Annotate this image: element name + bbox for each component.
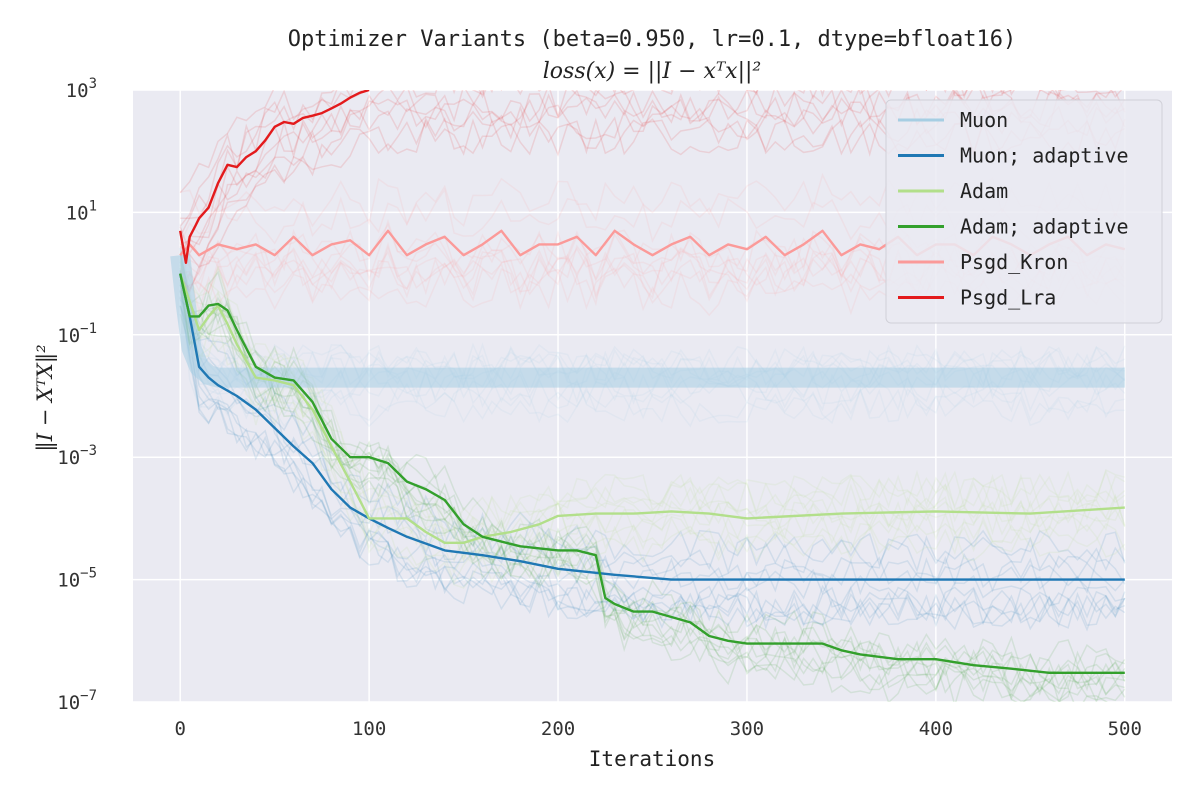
y-tick-label-2: 10−3 — [57, 443, 97, 469]
background-trial-traces — [179, 90, 1126, 702]
y-tick-label-5: 103 — [66, 76, 97, 102]
trial-trace-1-3 — [179, 269, 1126, 593]
trial-trace-0-4 — [179, 284, 1126, 413]
x-tick-label-4: 400 — [919, 718, 953, 740]
legend-box — [885, 99, 1163, 324]
trial-trace-2-4 — [179, 259, 1126, 538]
y-tick-label-4: 101 — [66, 198, 97, 224]
series-line-0 — [170, 254, 1125, 388]
chart-subtitle: loss(x) = ||I − xᵀx||² — [543, 59, 762, 84]
trial-trace-0-6 — [179, 249, 1126, 388]
trial-trace-2-9 — [179, 264, 1126, 530]
legend-label-2: Adam — [960, 179, 1008, 203]
trial-trace-3-4 — [179, 284, 1126, 692]
legend-label-4: Psgd_Kron — [960, 250, 1068, 274]
y-tick-label-3: 10−1 — [57, 321, 97, 347]
trial-trace-3-5 — [179, 267, 1126, 688]
trial-trace-2-8 — [179, 298, 1126, 585]
legend-label-5: Psgd_Lra — [960, 286, 1056, 310]
legend: Muon Muon; adaptive Adam Adam; adaptive Psgd… — [885, 99, 1163, 324]
trial-trace-2-3 — [179, 275, 1126, 575]
trial-trace-1-8 — [179, 305, 1126, 626]
legend-label-1: Muon; adaptive — [960, 144, 1129, 168]
trial-trace-1-5 — [179, 289, 1126, 625]
trial-trace-2-0 — [179, 290, 1126, 589]
legend-label-3: Adam; adaptive — [960, 215, 1129, 239]
trial-trace-1-1 — [179, 254, 1126, 596]
trial-trace-1-6 — [179, 296, 1126, 632]
series-line-3 — [179, 273, 1125, 674]
chart-title: Optimizer Variants (beta=0.950, lr=0.1, … — [288, 27, 1016, 52]
trial-trace-1-4 — [179, 305, 1126, 631]
series-line-1 — [179, 273, 1125, 581]
y-axis-label: ‖I − XᵀX‖² — [33, 344, 58, 451]
x-tick-label-1: 100 — [352, 718, 386, 740]
x-axis-ticks: 0 100 200 300 400 500 — [175, 718, 1142, 740]
trial-trace-5-4 — [179, 90, 1126, 255]
legend-label-0: Muon — [960, 108, 1008, 132]
series-line-2 — [179, 273, 1125, 544]
trial-trace-1-7 — [179, 299, 1125, 608]
x-tick-label-0: 0 — [175, 718, 186, 740]
x-tick-label-3: 300 — [730, 718, 764, 740]
trial-trace-3-3 — [179, 313, 1108, 702]
series-line-5 — [179, 90, 370, 264]
trial-trace-3-1 — [179, 282, 1125, 702]
trial-trace-1-9 — [179, 291, 1126, 629]
y-tick-label-0: 10−7 — [57, 688, 97, 714]
trial-trace-3-2 — [179, 270, 1126, 674]
trial-trace-1-2 — [179, 261, 1126, 575]
y-axis-ticks: 10−7 10−5 10−3 10−1 101 103 — [57, 76, 97, 714]
trial-trace-5-1 — [179, 90, 1112, 237]
x-axis-label: Iterations — [589, 747, 715, 771]
x-tick-label-2: 200 — [541, 718, 575, 740]
trial-trace-2-2 — [179, 264, 1126, 564]
x-tick-label-5: 500 — [1108, 718, 1142, 740]
y-tick-label-1: 10−5 — [57, 566, 97, 592]
trial-trace-0-1 — [179, 269, 1125, 428]
